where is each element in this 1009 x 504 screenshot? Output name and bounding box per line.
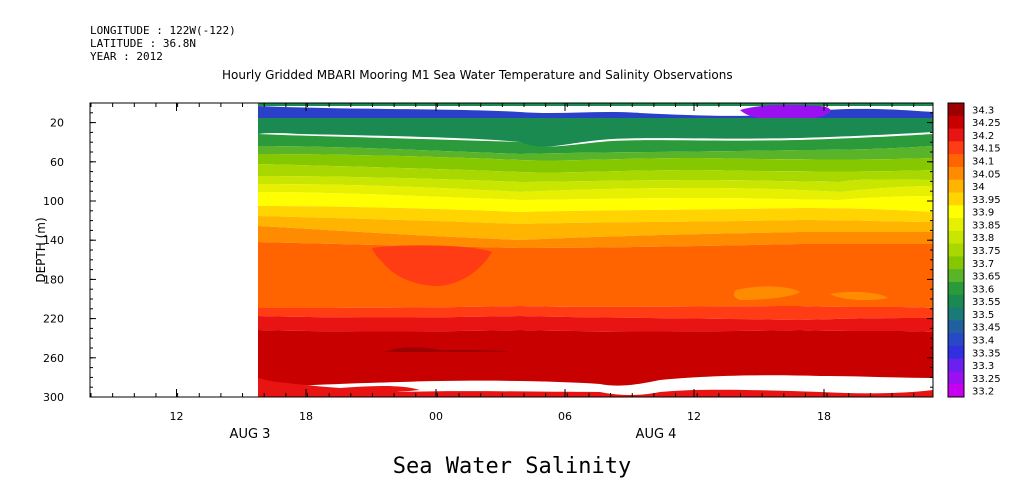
salinity-bands [258, 103, 933, 397]
colorbar-swatch [948, 358, 964, 372]
band-34.08-patch [733, 286, 800, 300]
colorbar-swatch [948, 192, 964, 206]
colorbar-label: 33.5 [972, 310, 994, 321]
y-tick-label: 140 [43, 234, 64, 247]
band-34 [258, 216, 933, 240]
colorbar-label: 33.85 [972, 220, 1001, 231]
band-34.25 [258, 330, 933, 352]
colorbar-label: 34.15 [972, 144, 1001, 155]
band-33.65 [258, 146, 933, 161]
x-tick-label: 12 [687, 410, 701, 423]
x-tick-label: 12 [170, 410, 184, 423]
colorbar-swatch [948, 166, 964, 181]
band-34.08-patch-2 [830, 291, 888, 301]
band-34.15-patch [372, 245, 492, 286]
colorbar-label: 34.05 [972, 169, 1001, 180]
latitude-label: LATITUDE : 36.8N [90, 37, 196, 50]
colorbar-swatch [948, 230, 964, 245]
colorbar-label: 33.55 [972, 297, 1001, 308]
colorbar-label: 33.8 [972, 233, 994, 244]
colorbar-swatch [948, 371, 964, 385]
colorbar-label: 33.75 [972, 246, 1001, 257]
band-34.1 [258, 242, 933, 308]
colorbar-label: 33.95 [972, 195, 1001, 206]
year-label: YEAR : 2012 [90, 50, 163, 63]
y-tick-label: 300 [43, 391, 64, 404]
colorbar-swatch [948, 320, 964, 334]
colorbar-swatch [948, 307, 964, 321]
colorbar-swatch [948, 154, 964, 168]
colorbar-swatch [948, 345, 964, 360]
band-33.6 [258, 134, 933, 154]
y-axis: 20 60 100 140 180 220 260 300 [43, 102, 933, 404]
y-tick-label: 180 [43, 273, 64, 286]
colorbar-swatch [948, 179, 964, 193]
colorbar-label: 33.2 [972, 387, 994, 398]
band-33.85 [258, 184, 933, 200]
band-34.05 [258, 226, 933, 248]
colorbar-swatch [948, 281, 964, 296]
colorbar-swatch [948, 384, 964, 398]
band-34.2-bottom [258, 378, 933, 397]
longitude-label: LONGITUDE : 122W(-122) [90, 24, 236, 37]
colorbar-swatch [948, 103, 964, 117]
band-34.2 [258, 316, 933, 332]
colorbar-label: 34.2 [972, 131, 994, 142]
colorbar-swatch [948, 256, 964, 270]
colorbar-label: 33.7 [972, 259, 994, 270]
colorbar-swatch [948, 243, 964, 257]
colorbar-frame [947, 102, 965, 398]
colorbar-swatch [948, 294, 964, 309]
colorbar-label: 34 [972, 182, 985, 193]
x-date-label: AUG 4 [636, 427, 677, 442]
colorbar-label: 33.6 [972, 284, 994, 295]
band-33.5 [258, 103, 933, 106]
band-33.9 [258, 192, 933, 212]
colorbar-label: 33.65 [972, 272, 1001, 283]
band-33.8 [258, 176, 933, 192]
y-tick-label: 60 [50, 156, 64, 169]
colorbar-swatch [948, 205, 964, 219]
band-33.75 [258, 164, 933, 182]
x-tick-label: 18 [817, 410, 831, 423]
y-tick-label: 260 [43, 352, 64, 365]
colorbar-label: 33.35 [972, 348, 1001, 359]
y-tick-label: 100 [43, 195, 64, 208]
colorbar-swatch [948, 128, 964, 142]
y-axis-label: DEPTH (m) [34, 217, 48, 282]
colorbar-label: 33.3 [972, 361, 994, 372]
colorbar-swatch [948, 218, 964, 232]
band-34.15 [258, 306, 933, 320]
band-33.7 [258, 154, 933, 173]
colorbar-swatch [948, 333, 964, 347]
x-tick-label: 00 [429, 410, 443, 423]
colorbar-swatch [948, 115, 964, 130]
colorbar-label: 34.25 [972, 118, 1001, 129]
colorbar-label: 34.3 [972, 105, 994, 116]
band-34.27 [258, 352, 933, 388]
band-33.95 [258, 206, 933, 224]
colorbar-swatch [948, 141, 964, 155]
y-tick-label: 20 [50, 117, 64, 130]
plot-title: Hourly Gridded MBARI Mooring M1 Sea Wate… [222, 68, 733, 82]
x-tick-label: 18 [299, 410, 313, 423]
x-axis: 12 18 00 06 12 18 AUG 3 AUG 4 [90, 103, 915, 442]
colorbar-label: 33.45 [972, 323, 1001, 334]
colorbar-label: 33.4 [972, 335, 994, 346]
band-33.3-patch [740, 104, 831, 121]
x-date-label: AUG 3 [230, 427, 271, 442]
band-34.2-lowleft [258, 380, 420, 396]
colorbar-label: 34.1 [972, 157, 994, 168]
colorbar-label: 33.9 [972, 208, 994, 219]
x-tick-label: 06 [558, 410, 572, 423]
y-tick-label: 220 [43, 313, 64, 326]
bottom-title: Sea Water Salinity [392, 454, 632, 479]
colorbar: 34.334.2534.234.1534.134.053433.9533.933… [947, 102, 1001, 398]
colorbar-label: 33.25 [972, 374, 1001, 385]
colorbar-swatch [948, 269, 964, 283]
band-33.55 [258, 118, 933, 147]
